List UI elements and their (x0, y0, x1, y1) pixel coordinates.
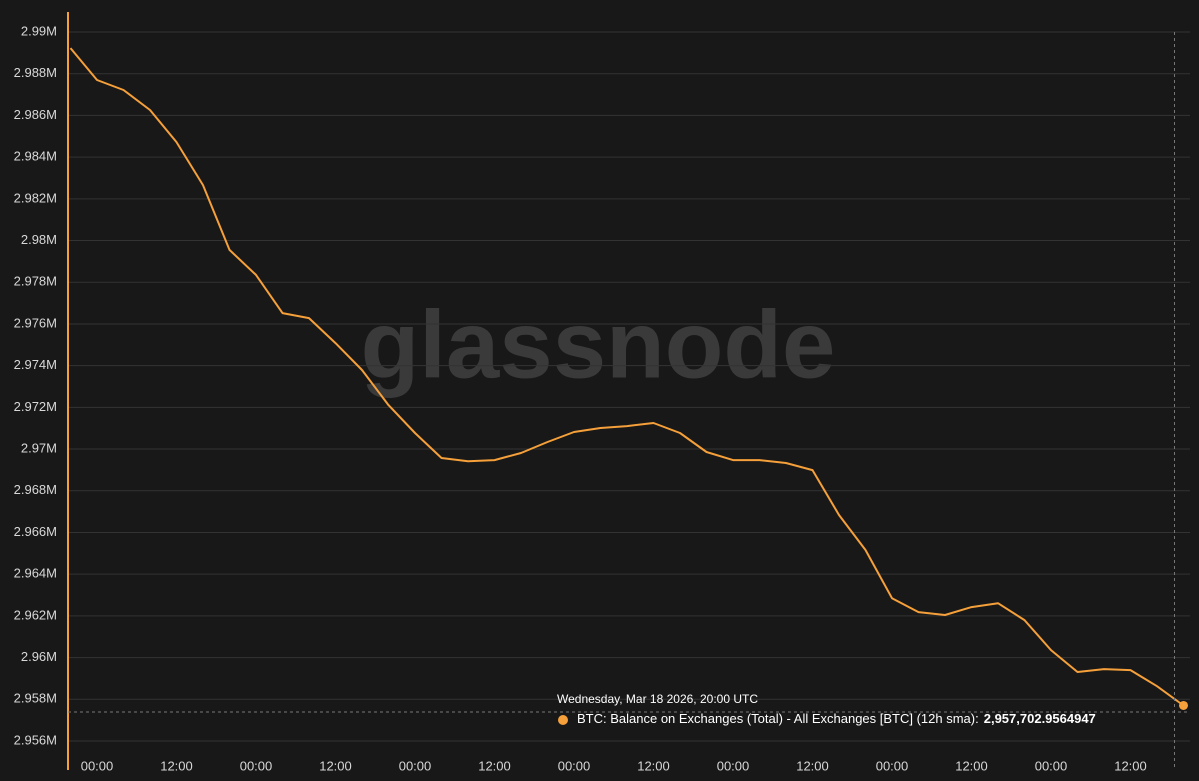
x-tick-label: 00:00 (1035, 758, 1068, 773)
x-tick-label: 12:00 (1114, 758, 1147, 773)
x-tick-label: 00:00 (240, 758, 273, 773)
x-tick-label: 12:00 (478, 758, 511, 773)
x-tick-label: 12:00 (796, 758, 829, 773)
tooltip-date: Wednesday, Mar 18 2026, 20:00 UTC (557, 692, 758, 706)
y-tick-label: 2.978M (14, 274, 57, 289)
y-tick-label: 2.966M (14, 524, 57, 539)
y-tick-label: 2.976M (14, 315, 57, 330)
y-tick-label: 2.968M (14, 482, 57, 497)
y-tick-label: 2.99M (21, 23, 57, 38)
y-tick-label: 2.98M (21, 232, 57, 247)
tooltip-text: BTC: Balance on Exchanges (Total) - All … (577, 711, 1096, 726)
x-tick-label: 00:00 (558, 758, 591, 773)
y-tick-label: 2.964M (14, 566, 57, 581)
y-tick-label: 2.974M (14, 357, 57, 372)
hover-point (1179, 700, 1188, 710)
y-tick-label: 2.972M (14, 399, 57, 414)
x-tick-label: 00:00 (399, 758, 432, 773)
y-tick-label: 2.956M (14, 732, 57, 747)
x-tick-label: 00:00 (717, 758, 750, 773)
y-tick-label: 2.982M (14, 190, 57, 205)
y-tick-label: 2.984M (14, 149, 57, 164)
tooltip-value: 2,957,702.9564947 (984, 711, 1096, 726)
x-tick-label: 12:00 (319, 758, 352, 773)
x-tick-label: 12:00 (637, 758, 670, 773)
y-tick-label: 2.96M (21, 649, 57, 664)
series-line (69, 47, 1185, 707)
y-tick-label: 2.97M (21, 440, 57, 455)
y-tick-label: 2.962M (14, 607, 57, 622)
y-tick-label: 2.986M (14, 107, 57, 122)
legend-dot (558, 715, 568, 725)
watermark: glassnode (361, 291, 836, 398)
x-tick-label: 12:00 (160, 758, 193, 773)
x-tick-label: 00:00 (81, 758, 114, 773)
y-tick-label: 2.958M (14, 691, 57, 706)
legend-name: BTC: Balance on Exchanges (Total) - All … (577, 711, 979, 726)
x-tick-label: 00:00 (876, 758, 909, 773)
y-tick-label: 2.988M (14, 65, 57, 80)
x-tick-label: 12:00 (955, 758, 988, 773)
